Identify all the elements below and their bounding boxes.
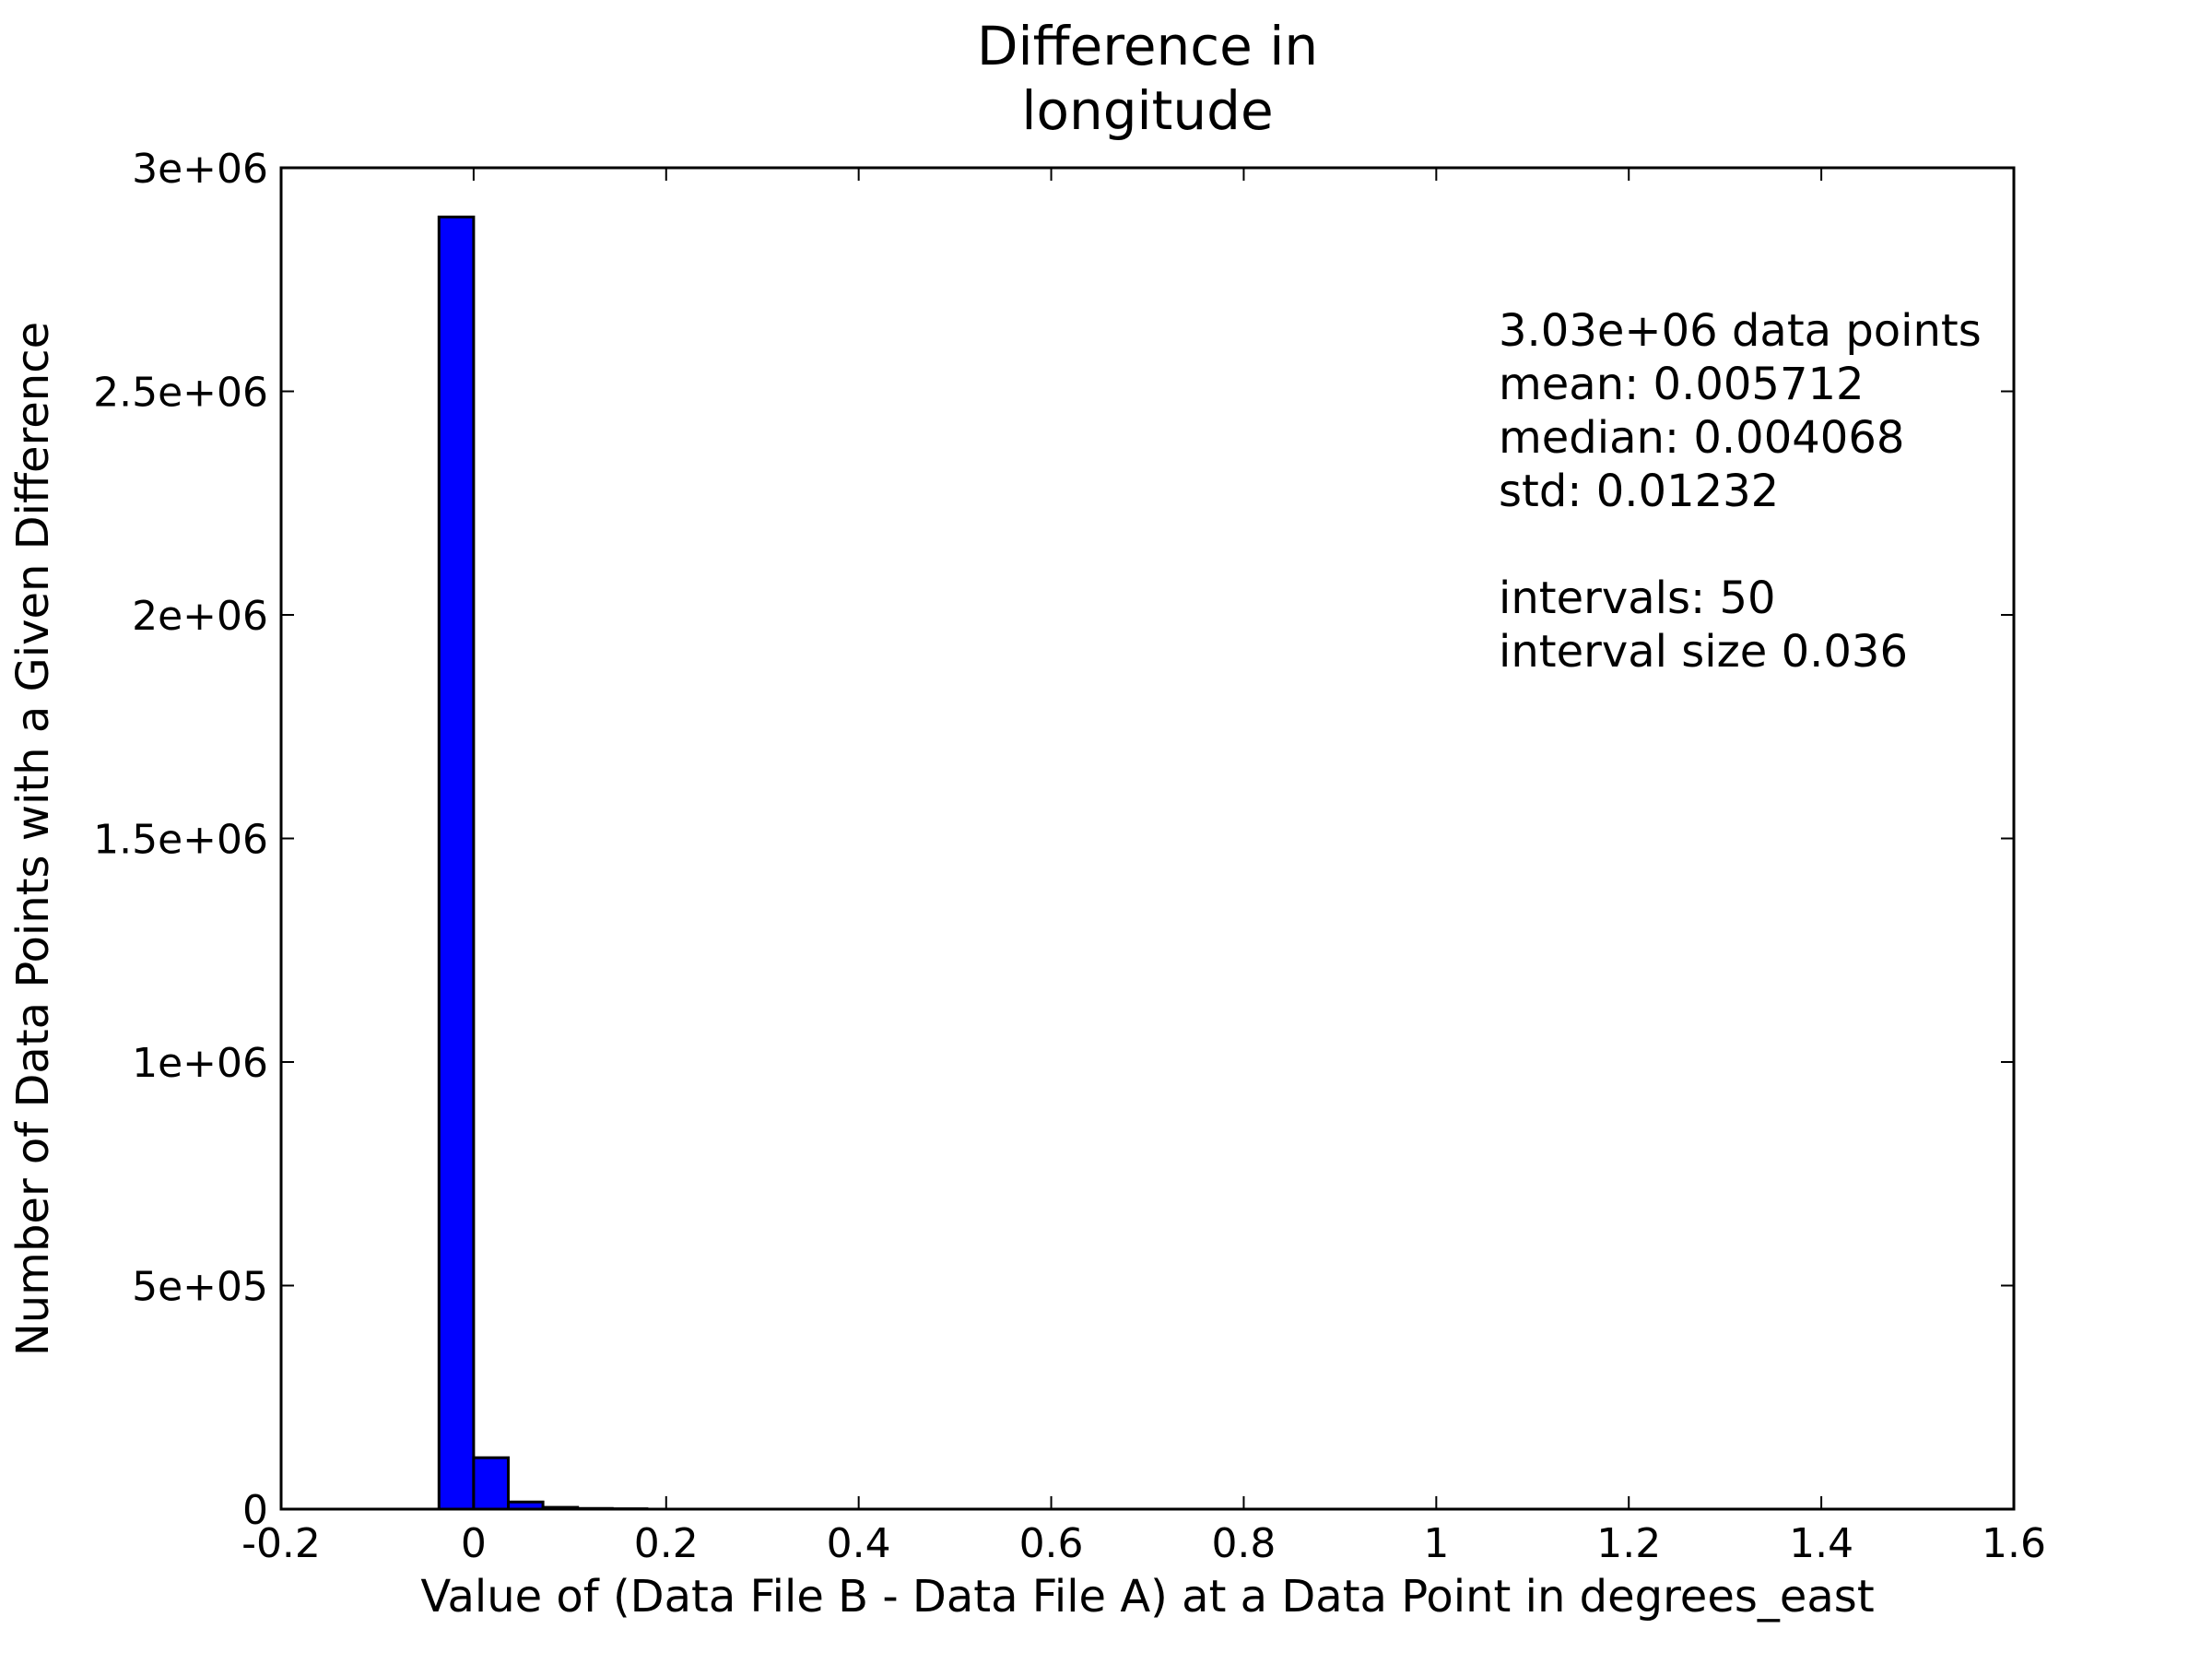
annotation-line-1: mean: 0.005712: [1499, 359, 1865, 410]
annotation-line-2: median: 0.004068: [1499, 412, 1904, 464]
x-tick-label-5: 0.8: [1211, 1520, 1276, 1567]
x-tick-label-2: 0.2: [634, 1520, 699, 1567]
annotation-line-3: std: 0.01232: [1499, 466, 1779, 517]
chart-title-line-2: longitude: [1021, 79, 1273, 142]
x-tick-label-9: 1.6: [1982, 1520, 2046, 1567]
y-tick-label-6: 3e+06: [132, 146, 268, 193]
y-tick-label-0: 0: [242, 1487, 268, 1534]
annotation-line-5: intervals: 50: [1499, 572, 1776, 624]
x-tick-label-7: 1.2: [1596, 1520, 1661, 1567]
x-axis-label: Value of (Data File B - Data File A) at …: [420, 1571, 1874, 1623]
chart-title-line-1: Difference in: [977, 15, 1318, 77]
annotation-line-6: interval size 0.036: [1499, 626, 1908, 678]
x-tick-label-4: 0.6: [1019, 1520, 1084, 1567]
x-tick-label-3: 0.4: [827, 1520, 891, 1567]
y-axis-label: Number of Data Points with a Given Diffe…: [7, 322, 59, 1356]
x-tick-label-1: 0: [461, 1520, 487, 1567]
histogram-bar-4: [439, 217, 474, 1509]
histogram-bar-5: [474, 1457, 509, 1509]
y-tick-label-1: 5e+05: [132, 1264, 268, 1311]
y-tick-label-4: 2e+06: [132, 593, 268, 640]
y-tick-label-3: 1.5e+06: [93, 817, 268, 864]
y-tick-label-2: 1e+06: [132, 1040, 268, 1087]
x-tick-label-6: 1: [1423, 1520, 1449, 1567]
y-tick-label-5: 2.5e+06: [93, 370, 268, 417]
x-tick-label-8: 1.4: [1789, 1520, 1853, 1567]
annotation-line-0: 3.03e+06 data points: [1499, 305, 1982, 357]
